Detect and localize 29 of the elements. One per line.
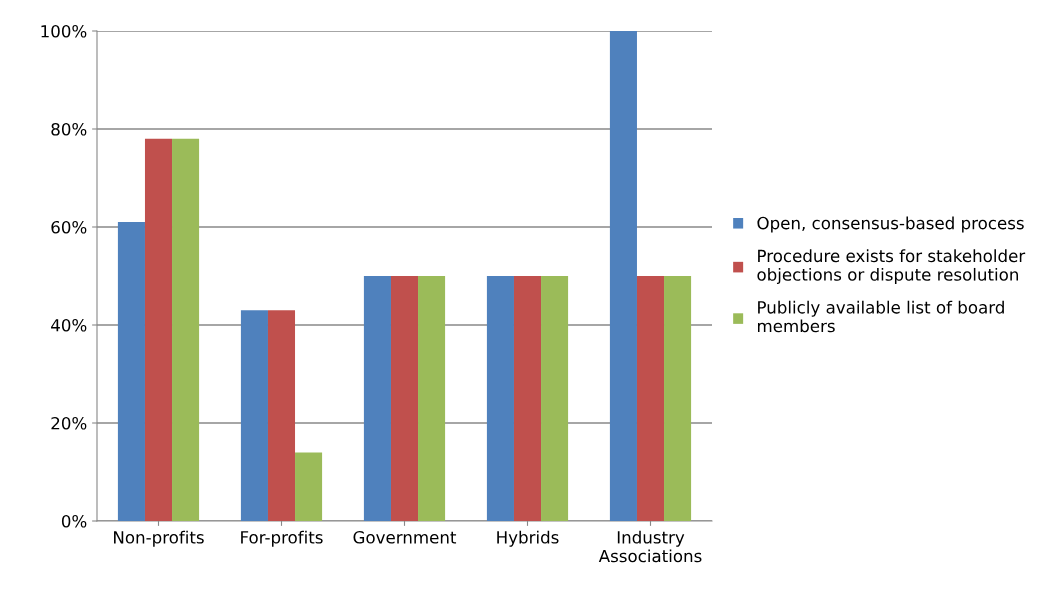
bar (144, 138, 173, 521)
x-tick-label: Non-profits (114, 530, 204, 547)
bar (390, 276, 419, 521)
legend-label: Procedure exists for stakeholder objections or dispute resolution (757, 249, 1026, 285)
bar (664, 276, 692, 521)
bar (486, 276, 514, 521)
bar (240, 310, 268, 521)
y-tick-label: 0% (61, 514, 87, 528)
x-tick-label: For-profits (241, 530, 323, 547)
bar (295, 452, 323, 521)
legend-label: Publicly available list of board members (758, 300, 1004, 333)
y-tick-label: 60% (51, 220, 87, 234)
y-tick-label: 100% (41, 24, 87, 38)
bar (418, 276, 446, 521)
y-tick-label: 80% (51, 122, 87, 136)
x-tick-label: Government (353, 531, 457, 544)
bar (541, 276, 569, 521)
bar (172, 138, 200, 521)
bar (609, 31, 637, 521)
y-tick-label: 40% (51, 318, 87, 332)
y-tick-label: 20% (51, 416, 87, 430)
bar (513, 276, 542, 521)
legend-label: Open, consensus-based process (757, 216, 1024, 233)
bar (267, 310, 296, 521)
bar (636, 276, 665, 521)
bar (117, 222, 145, 521)
x-tick-label: Hybrids (497, 530, 559, 547)
x-tick-label: Industry Associations (598, 530, 702, 563)
bar (363, 276, 391, 521)
